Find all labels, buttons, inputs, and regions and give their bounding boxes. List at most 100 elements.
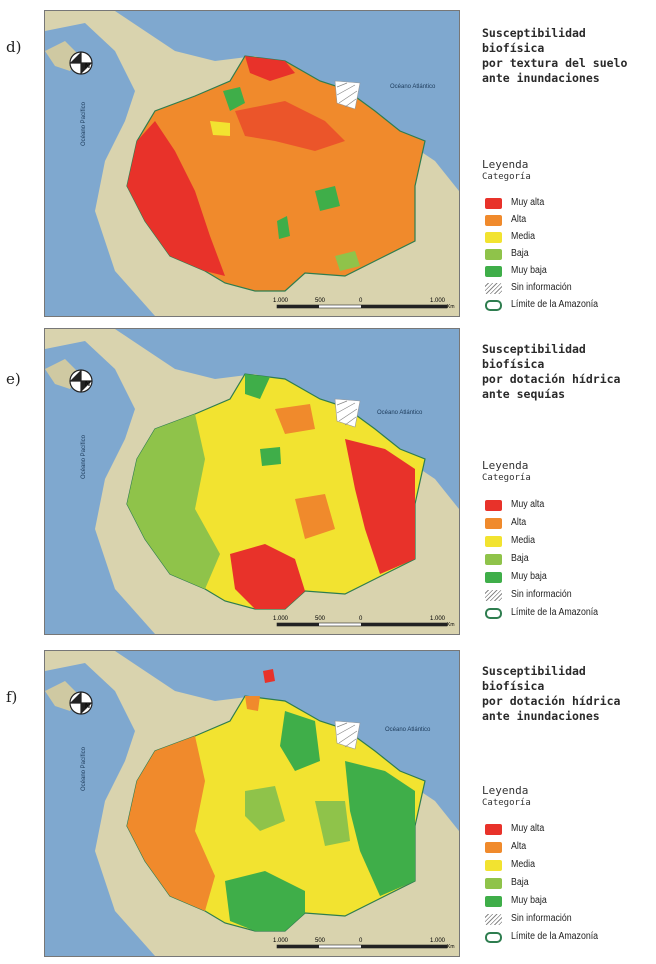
legend-item: Media (485, 535, 655, 549)
legend-swatch-boundary (485, 932, 502, 943)
svg-text:500: 500 (315, 298, 326, 304)
legend-item: Media (485, 231, 655, 245)
legend-item: Muy baja (485, 895, 655, 909)
panel-title: Susceptibilidad biofísica por dotación h… (482, 342, 621, 401)
zone-sin-informacion (334, 80, 361, 110)
svg-text:1.000: 1.000 (273, 616, 289, 622)
panel-title: Susceptibilidad biofísica por dotación h… (482, 664, 621, 723)
pacific-label: Océano Pacífico (81, 746, 87, 791)
svg-text:Km: Km (447, 944, 455, 950)
legend-swatch (485, 572, 502, 583)
map-e: N Océano Atlántico Océano Pacífico 1.000… (45, 329, 459, 634)
legend-swatch (485, 232, 502, 243)
atlantic-label: Océano Atlántico (390, 84, 436, 90)
panel-letter: e) (6, 370, 21, 388)
svg-text:1.000: 1.000 (273, 938, 289, 944)
svg-text:Km: Km (447, 304, 455, 310)
legend-item: Sin información (485, 282, 655, 296)
legend-subtitle: Categoría (482, 473, 531, 483)
zone-muy-alta (263, 669, 275, 683)
north-arrow (69, 369, 93, 393)
legend-subtitle: Categoría (482, 798, 531, 808)
panel-e: e) N Océano Atlántico (0, 322, 656, 640)
legend-item: Límite de la Amazonía (485, 607, 655, 621)
svg-text:0: 0 (359, 298, 363, 304)
legend-swatch-hatch (485, 283, 502, 294)
legend-title: Leyenda (482, 158, 529, 171)
legend-swatch-boundary (485, 300, 502, 311)
legend-item: Muy alta (485, 823, 655, 837)
zone-alta (245, 696, 260, 711)
north-label: N (85, 381, 90, 388)
zone-muy-baja (225, 871, 305, 931)
legend-title: Leyenda (482, 784, 529, 797)
map-d: N Océano Atlántico Océano Pacífico 1.000… (45, 11, 459, 316)
svg-text:1.000: 1.000 (273, 298, 289, 304)
zone-muy-baja (280, 711, 320, 771)
zone-muy-alta (230, 544, 305, 609)
zone-media (210, 121, 230, 136)
zone-muy-baja (345, 761, 415, 896)
legend-item: Muy alta (485, 197, 655, 211)
svg-text:0: 0 (359, 616, 363, 622)
zone-baja (335, 251, 360, 271)
zone-alta (275, 404, 315, 434)
zone-baja (245, 786, 285, 831)
zone-muy-alta (235, 101, 345, 151)
legend-item: Baja (485, 877, 655, 891)
legend-item: Alta (485, 841, 655, 855)
map-frame: N Océano Atlántico Océano Pacífico 1.000… (44, 650, 460, 957)
legend-title: Leyenda (482, 459, 529, 472)
panel-letter: d) (6, 38, 22, 56)
legend-item: Muy baja (485, 265, 655, 279)
atlantic-label: Océano Atlántico (385, 727, 431, 733)
legend-swatch (485, 536, 502, 547)
panel-letter: f) (6, 688, 18, 706)
legend-swatch (485, 266, 502, 277)
legend-item: Sin información (485, 913, 655, 927)
svg-text:0: 0 (359, 938, 363, 944)
zone-muy-baja (260, 447, 281, 466)
legend-swatch (485, 878, 502, 889)
legend-subtitle: Categoría (482, 172, 531, 182)
legend-item: Alta (485, 214, 655, 228)
legend-item: Límite de la Amazonía (485, 299, 655, 313)
svg-text:500: 500 (315, 616, 326, 622)
scale-bar: 1.000 500 0 1.000 Km (273, 616, 455, 628)
legend-swatch-hatch (485, 590, 502, 601)
legend-item: Sin información (485, 589, 655, 603)
zone-muy-baja (315, 186, 340, 211)
legend-item: Límite de la Amazonía (485, 931, 655, 945)
pacific-label: Océano Pacífico (81, 434, 87, 479)
legend-swatch (485, 198, 502, 209)
legend-swatch (485, 249, 502, 260)
map-frame: N Océano Atlántico Océano Pacífico 1.000… (44, 10, 460, 317)
north-label: N (85, 703, 90, 710)
north-arrow (69, 691, 93, 715)
svg-text:1.000: 1.000 (430, 616, 446, 622)
legend-swatch (485, 896, 502, 907)
zone-muy-baja (245, 374, 270, 399)
panel-f: f) N Océano At (0, 644, 656, 962)
pacific-label: Océano Pacífico (81, 101, 87, 146)
legend-item: Baja (485, 248, 655, 262)
zone-sin-informacion (334, 720, 361, 750)
zone-muy-alta (245, 56, 295, 81)
zone-muy-alta (345, 439, 415, 574)
svg-text:500: 500 (315, 938, 326, 944)
scale-bar: 1.000 500 0 1.000 Km (273, 298, 455, 310)
legend-swatch (485, 860, 502, 871)
zone-baja (315, 801, 350, 846)
legend-swatch (485, 215, 502, 226)
legend-swatch (485, 500, 502, 511)
legend-swatch-boundary (485, 608, 502, 619)
north-label: N (85, 63, 90, 70)
zone-baja (127, 414, 220, 589)
zone-muy-baja (277, 216, 290, 239)
legend-swatch-hatch (485, 914, 502, 925)
legend-item: Muy baja (485, 571, 655, 585)
svg-text:1.000: 1.000 (430, 298, 446, 304)
zone-sin-informacion (334, 398, 361, 428)
legend-item: Baja (485, 553, 655, 567)
north-arrow (69, 51, 93, 75)
